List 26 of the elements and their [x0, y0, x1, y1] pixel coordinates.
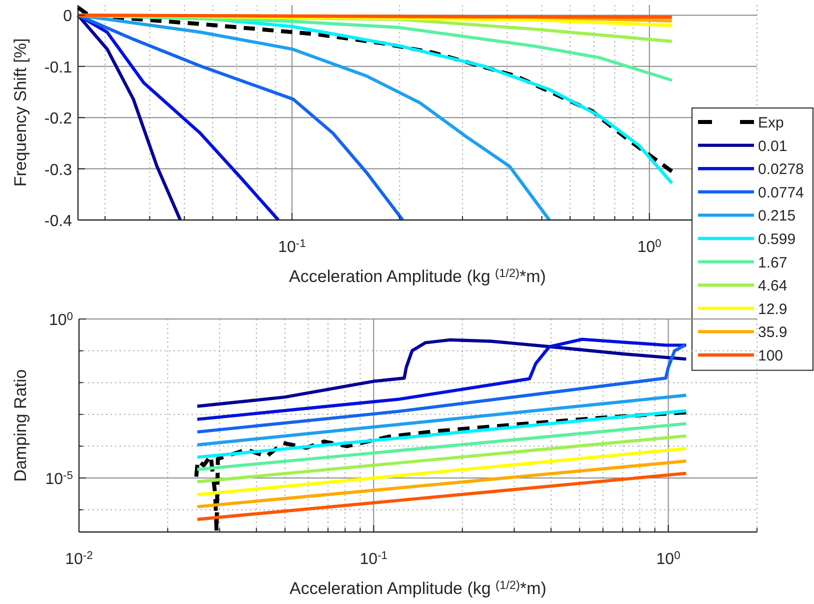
x-tick-label: 10$^{0}$ — [656, 550, 680, 568]
y-tick-label: -0.4 — [44, 213, 72, 230]
legend-label: 0.599 — [758, 231, 796, 248]
x-axis-title: Acceleration Amplitude (kg $^{(1/2)}$*m) — [290, 578, 546, 598]
legend-label: 0.01 — [758, 138, 788, 155]
y-tick-label: -0.2 — [44, 110, 72, 128]
legend-label: 0.0278 — [758, 161, 804, 178]
y-axis-title: Damping Ratio — [11, 369, 30, 482]
y-tick-label: 10$^{-5}$ — [45, 470, 73, 488]
x-tick-label: 10$^{-1}$ — [360, 550, 388, 568]
x-tick-label: 10$^{-2}$ — [65, 550, 93, 568]
legend-label: 1.67 — [758, 254, 788, 272]
legend-label: 0.0774 — [758, 184, 804, 202]
legend-label: 35.9 — [758, 324, 788, 342]
x-tick-label: 10$^{-1}$ — [278, 238, 306, 256]
legend-label: 4.64 — [758, 278, 788, 295]
y-tick-label: 10$^{0}$ — [48, 311, 73, 329]
legend-label: 100 — [758, 348, 784, 364]
legend-label: Exp — [758, 114, 784, 132]
y-axis-title: Frequency Shift [%] — [11, 38, 30, 187]
y-tick-label: -0.3 — [44, 162, 72, 179]
legend-label: 12.9 — [758, 300, 788, 318]
x-axis-title: Acceleration Amplitude (kg $^{(1/2)}$*m) — [289, 266, 546, 286]
y-tick-label: -0.1 — [44, 59, 72, 76]
legend-label: 0.215 — [758, 208, 796, 225]
y-tick-label: 0 — [63, 8, 72, 26]
